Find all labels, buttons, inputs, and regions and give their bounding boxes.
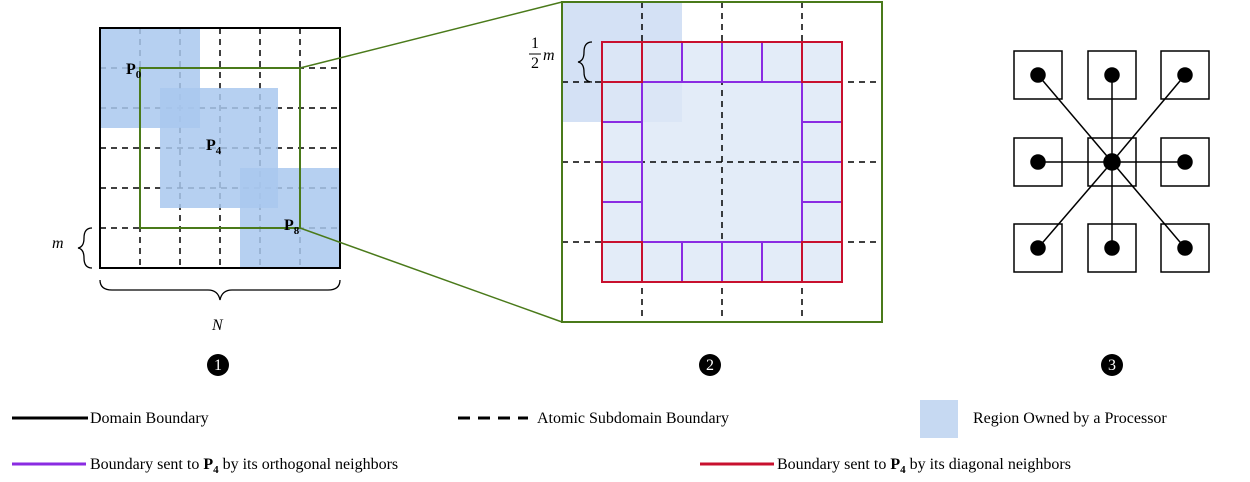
region-p8: [240, 168, 340, 268]
legend-swatch: [920, 400, 958, 438]
zoom-box: [139, 67, 301, 229]
legend-label: Atomic Subdomain Boundary: [537, 410, 729, 427]
legend-label: Boundary sent to P4 by its diagonal neig…: [777, 456, 1071, 476]
fraction-symbol: m: [543, 47, 555, 64]
nodes: [1030, 67, 1193, 256]
label-p8: P8: [284, 217, 300, 237]
legend-label: Boundary sent to P4 by its orthogonal ne…: [90, 456, 398, 476]
label-p4: P4: [206, 137, 222, 157]
zoom-line: [299, 227, 563, 323]
panel-1: P0 P4 P8 m N: [52, 27, 341, 334]
panel-number: 1: [214, 357, 222, 374]
panel-number: 2: [706, 357, 714, 374]
brace-half-m: [577, 41, 593, 83]
fraction-den: 2: [531, 55, 539, 72]
number-badge: [1101, 354, 1123, 376]
label-m: m: [52, 235, 64, 252]
legend-label: Domain Boundary: [90, 410, 209, 427]
brace-n: [99, 279, 341, 301]
panel-2: 1 2 m: [529, 1, 883, 323]
domain-boundary: [99, 27, 341, 269]
number-badge: [207, 354, 229, 376]
label-p0: P0: [126, 61, 142, 81]
panel-number: 3: [1108, 357, 1116, 374]
zoom-line: [299, 1, 563, 69]
connections: [1037, 74, 1186, 249]
legend-label: Region Owned by a Processor: [973, 410, 1167, 427]
label-n: N: [211, 317, 224, 334]
panel-3: [1013, 50, 1210, 273]
brace-m: [77, 227, 93, 269]
zoom-frame: [561, 1, 883, 323]
legend: Domain Boundary Atomic Subdomain Boundar…: [12, 400, 1167, 476]
number-badge: [699, 354, 721, 376]
diagonal-boundary: [601, 41, 843, 283]
fraction-num: 1: [531, 35, 539, 52]
